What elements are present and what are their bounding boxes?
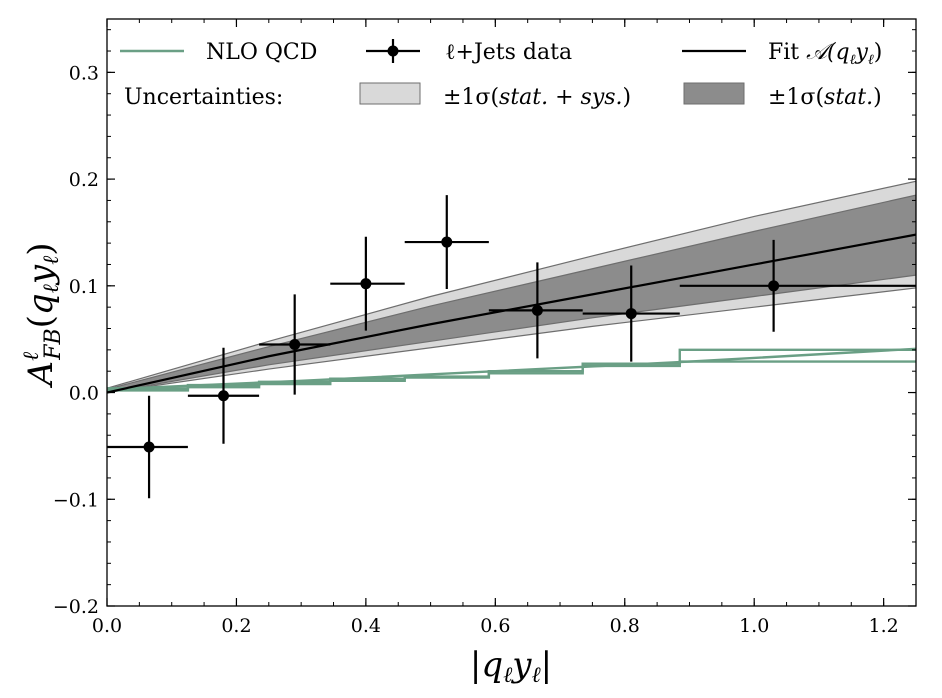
data-point-4 — [330, 236, 405, 331]
legend: NLO QCD ℓ+Jets data Fit 𝒜(qℓyℓ) Uncertai… — [120, 39, 882, 110]
data-series — [107, 195, 916, 499]
x-tick-label: 0.8 — [610, 615, 640, 637]
x-tick-label: 1.0 — [739, 615, 769, 637]
x-axis-label-y: y — [510, 645, 532, 685]
y-tick-label: 0.2 — [69, 169, 99, 191]
y-axis-label-qsub: ℓ — [39, 283, 64, 293]
x-tick-label: 0.2 — [221, 615, 251, 637]
uncertainty-bands — [107, 180, 916, 394]
x-axis-label-ysub: ℓ — [531, 663, 541, 688]
x-axis-label-q: q — [481, 645, 503, 685]
data-point-marker — [441, 236, 453, 248]
y-axis-label-close: ) — [21, 242, 61, 255]
data-point-marker — [531, 304, 543, 316]
x-tick-label: 0.6 — [480, 615, 510, 637]
x-tick-label: 0.0 — [92, 615, 122, 637]
y-axis-label: AℓFB(qℓyℓ) — [19, 242, 66, 388]
legend-band-total-it: stat. + sys. — [499, 85, 623, 110]
x-tick-label: 1.2 — [869, 615, 899, 637]
legend-nlo-label: NLO QCD — [206, 40, 317, 65]
x-axis-label-open: | — [470, 645, 481, 685]
legend-band-total-label: ±1σ(stat. + sys.) — [443, 85, 631, 110]
y-axis-label-open: ( — [21, 315, 61, 328]
y-axis-label-y: y — [21, 264, 61, 286]
data-point-1 — [107, 395, 188, 499]
legend-band-stat-pre: ±1σ( — [768, 85, 824, 110]
data-point-marker — [143, 441, 155, 453]
x-tick-label: 0.4 — [351, 615, 381, 637]
data-point-marker — [768, 280, 780, 292]
band-stat — [107, 194, 916, 394]
y-tick-label: 0.3 — [69, 62, 99, 84]
data-point-2 — [187, 347, 260, 444]
data-point-marker — [289, 339, 301, 351]
y-axis-label-ysub: ℓ — [39, 255, 64, 265]
legend-uncertainties-label: Uncertainties: — [124, 85, 283, 110]
legend-fit-close: ) — [874, 40, 883, 65]
data-point-5 — [404, 195, 489, 290]
y-axis-label-q: q — [21, 293, 61, 315]
y-axis-label-sub: FB — [41, 328, 66, 360]
legend-fit-sub1: ℓ — [850, 52, 856, 68]
nlo-smooth — [107, 347, 916, 391]
y-axis-label-a: A — [21, 361, 61, 389]
legend-band-stat-post: ) — [873, 85, 882, 110]
x-axis-label-close: | — [541, 645, 552, 685]
y-tick-label: 0.0 — [69, 383, 99, 405]
y-tick-label: −0.2 — [53, 596, 99, 618]
data-point-6 — [488, 262, 583, 359]
legend-band-total-pre: ±1σ( — [443, 85, 499, 110]
legend-fit-sub2: ℓ — [868, 52, 874, 68]
legend-band-stat-swatch — [683, 82, 745, 105]
legend-data-marker-dot — [387, 45, 399, 57]
axis-ticks: 0.0 0.2 0.4 0.6 0.8 1.0 1.2 −0.2 −0.1 0.0 0.1 0.2 0.… — [53, 19, 917, 637]
x-axis-label-qsub: ℓ — [503, 663, 513, 688]
y-tick-label: 0.1 — [69, 276, 99, 298]
legend-band-total-post: ) — [623, 85, 632, 110]
legend-fit-mid: y — [854, 40, 868, 65]
y-tick-label: −0.1 — [53, 489, 99, 511]
y-axis-label-sup: ℓ — [19, 351, 44, 361]
legend-fit-label: Fit 𝒜(qℓyℓ) — [768, 40, 882, 68]
data-point-7 — [582, 265, 680, 362]
legend-band-stat-label: ±1σ(stat.) — [768, 85, 882, 110]
data-point-marker — [625, 308, 637, 320]
legend-band-stat-it: stat. — [824, 85, 873, 110]
legend-fit-prefix: Fit — [768, 40, 806, 65]
legend-data-label: ℓ+Jets data — [445, 40, 572, 65]
legend-fit-func: 𝒜(q — [806, 40, 849, 65]
plot-frame — [106, 18, 917, 607]
data-point-3 — [259, 294, 331, 395]
legend-band-total-swatch — [359, 82, 421, 105]
data-point-8 — [679, 239, 916, 332]
data-point-marker — [360, 278, 372, 290]
x-axis-label: |qℓyℓ| — [470, 645, 552, 688]
data-point-marker — [217, 390, 229, 402]
